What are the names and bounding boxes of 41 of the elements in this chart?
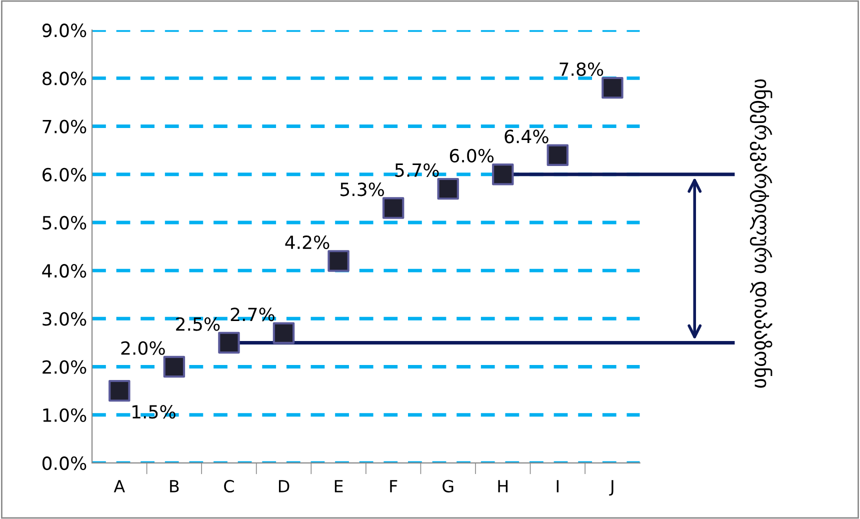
x-tick-label: C [224,480,234,493]
x-tick-label: A [114,480,125,492]
text: 2.5% [176,317,220,331]
point [272,322,295,344]
text: 1.5% [132,405,176,419]
point [437,178,459,200]
y-tick-label: 5.0% [42,216,86,230]
point [163,356,186,378]
text: 4.2% [285,235,330,250]
x-tick-label: G [442,480,454,493]
y-tick-label: 6.0% [42,168,86,182]
text: ინტერკვარტილური დიაპაზონი [750,79,772,388]
text: 2.7% [230,308,274,322]
x-tick-label: H [498,480,508,492]
y-tick-label: 3.0% [42,312,86,326]
y-tick-label: 2.0% [42,360,86,374]
text: 5.3% [340,182,384,196]
y-tick-label: 0.0% [42,456,86,470]
x-tick-label: J [609,480,614,496]
point [382,197,404,219]
text: 6.4% [504,130,548,144]
point [328,250,350,272]
x-tick-label: E [334,480,343,492]
y-tick-label: 4.0% [42,264,86,278]
x-tick-label: F [390,480,398,492]
y-tick-label: 1.0% [43,408,86,422]
x-tick-label: I [556,480,558,492]
point [602,76,624,99]
point [218,332,240,354]
text: 6.0% [450,148,494,163]
point [108,380,130,402]
point [546,144,569,166]
point [492,164,514,186]
x-tick-label: B [170,480,179,492]
y-tick-label: 9.0% [42,24,86,38]
text: 7.8% [560,62,604,76]
text: 5.7% [395,163,439,177]
y-tick-label: 7.0% [42,120,86,134]
text: 2.0% [121,341,165,355]
x-tick-label: D [278,480,290,492]
y-tick-label: 8.0% [42,72,86,86]
